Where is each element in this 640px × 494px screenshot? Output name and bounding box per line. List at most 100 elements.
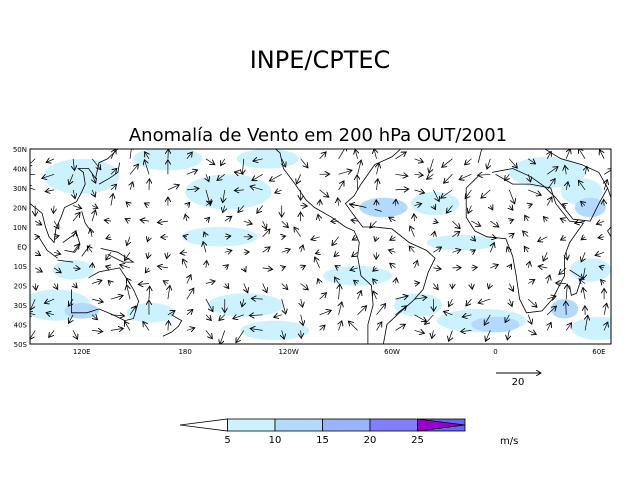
wind-vector — [111, 194, 113, 206]
wind-vector — [223, 205, 225, 213]
wind-vector — [54, 283, 58, 290]
colorbar: 5 10 15 20 25 m/s — [179, 418, 518, 447]
wind-vector — [262, 247, 270, 253]
wind-vector — [250, 186, 263, 190]
lon-label: 60E — [592, 348, 605, 356]
lat-label: 50N — [13, 146, 27, 154]
wind-vector — [484, 314, 491, 325]
wind-vector — [596, 221, 605, 224]
wind-vector — [559, 267, 567, 275]
colorbar-segment — [369, 418, 418, 432]
wind-vector — [91, 206, 98, 209]
lon-label: 60W — [384, 348, 400, 356]
wind-vector — [581, 201, 586, 205]
wind-vector — [46, 313, 55, 315]
wind-vector — [432, 330, 434, 338]
wind-vector — [578, 149, 586, 159]
shade-region — [240, 320, 310, 341]
lon-label: 0 — [493, 348, 497, 356]
wind-vector — [263, 283, 267, 293]
wind-vector — [253, 159, 263, 161]
shade-region — [207, 293, 284, 317]
wind-vector — [452, 220, 460, 229]
wind-vector — [73, 189, 75, 199]
coastline — [374, 209, 382, 212]
wind-vector — [547, 151, 551, 159]
wind-vector — [206, 174, 209, 181]
coastline — [57, 259, 74, 263]
lat-label: 30N — [13, 185, 27, 193]
wind-vector — [318, 279, 320, 284]
colorbar-segment — [274, 418, 323, 432]
map-frame — [29, 148, 612, 345]
wind-vector — [376, 304, 386, 316]
colorbar-segment — [322, 418, 371, 432]
wind-vector — [42, 173, 55, 178]
colorbar-tick-label: 25 — [411, 435, 424, 446]
wind-vector — [205, 298, 213, 312]
wind-vector — [396, 199, 397, 206]
wind-vector — [562, 204, 566, 206]
wind-vector — [186, 170, 198, 175]
wind-vector — [242, 299, 244, 307]
wind-vector — [465, 158, 472, 165]
wind-vector — [414, 174, 424, 175]
wind-vector — [224, 216, 232, 221]
wind-vector — [525, 215, 529, 222]
wind-vector — [129, 164, 139, 175]
wind-vector — [358, 160, 362, 175]
coastline — [38, 236, 58, 259]
wind-vector — [244, 268, 246, 272]
wind-vector — [223, 189, 225, 203]
wind-vector — [433, 283, 438, 290]
wind-vector — [433, 247, 441, 253]
wind-vector — [106, 237, 111, 239]
wind-vector — [565, 323, 571, 331]
wind-vector — [311, 237, 320, 240]
wind-vector — [158, 266, 168, 268]
wind-vector — [274, 315, 282, 317]
wind-vector — [110, 168, 117, 175]
wind-vector — [244, 283, 248, 293]
wind-vector — [338, 198, 339, 206]
wind-vector — [49, 330, 55, 337]
org-title: INPE/CPTEC — [250, 46, 391, 74]
wind-vector — [186, 189, 199, 190]
wind-vector — [54, 220, 59, 229]
wind-vector — [104, 220, 112, 221]
wind-vector — [444, 311, 453, 314]
wind-vector — [301, 245, 303, 253]
lon-label: 180 — [178, 348, 191, 356]
wind-vectors — [30, 149, 611, 344]
wind-vector — [581, 237, 585, 240]
wind-vector — [72, 212, 80, 222]
wind-vector — [339, 302, 342, 315]
lat-label: 40S — [14, 322, 28, 330]
wind-vector — [168, 286, 170, 300]
wind-vector — [601, 280, 605, 284]
wind-vector — [410, 226, 415, 237]
wind-vector — [147, 252, 149, 258]
wind-vector — [147, 237, 149, 242]
wind-vector — [300, 158, 308, 168]
wind-vector — [282, 158, 286, 167]
wind-vector — [373, 291, 376, 300]
wind-vector — [92, 330, 103, 331]
wind-vector — [543, 217, 547, 222]
wind-vector — [471, 220, 480, 226]
wind-vector — [441, 189, 453, 198]
wind-vector — [395, 306, 407, 316]
wind-vector — [35, 283, 36, 291]
colorbar-tick-label: 20 — [364, 435, 377, 446]
wind-vector — [125, 321, 131, 331]
wind-vector — [376, 322, 382, 331]
wind-vector — [528, 204, 532, 205]
wind-vector — [335, 277, 339, 284]
wind-vector — [30, 186, 36, 190]
wind-vector — [319, 293, 327, 300]
wind-vector — [187, 202, 190, 205]
wind-vector — [205, 158, 215, 165]
wind-vector — [110, 315, 125, 316]
wind-vector — [257, 205, 263, 214]
wind-vector — [35, 221, 42, 225]
